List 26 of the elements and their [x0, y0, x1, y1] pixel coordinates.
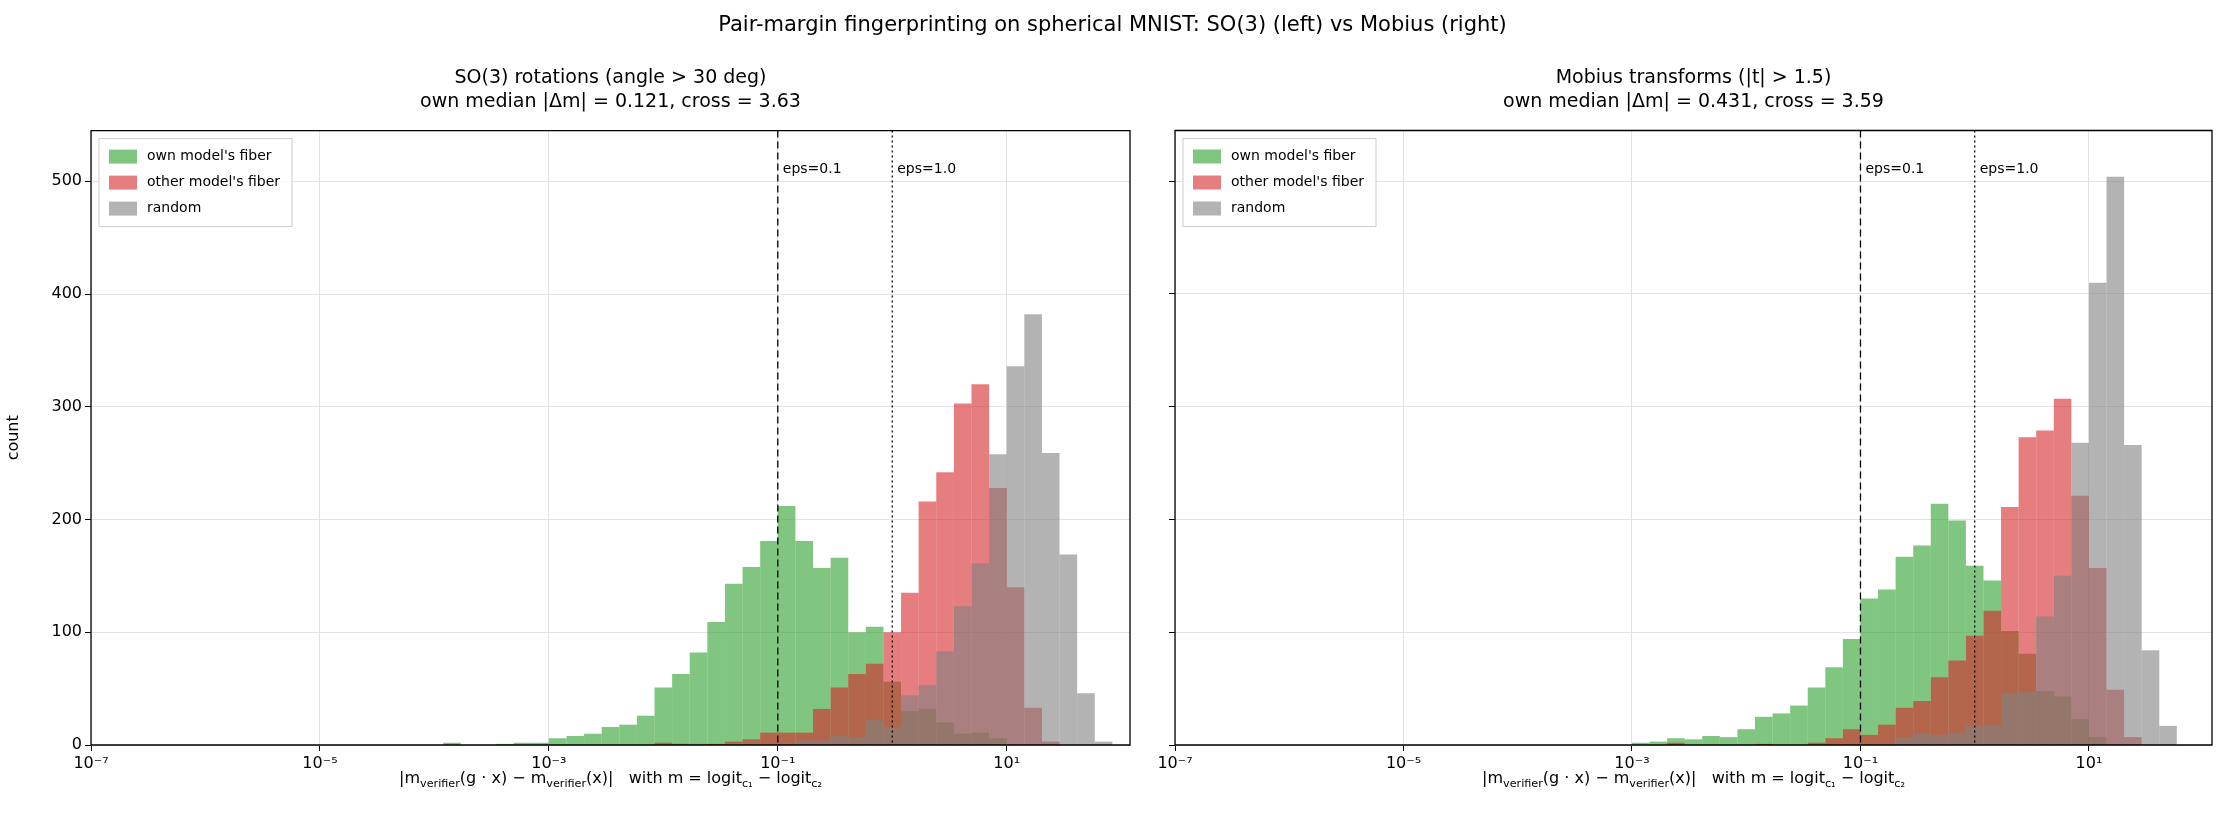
y-tick-label: 400: [51, 283, 82, 303]
x-tick-label: 10⁻⁵: [302, 752, 338, 772]
y-axis-title: count: [2, 415, 22, 461]
legend-label: own model's fiber: [1231, 147, 1356, 164]
legend-label: own model's fiber: [147, 147, 272, 164]
y-tick-label: 100: [51, 621, 82, 641]
legend-label: random: [1231, 199, 1286, 216]
x-tick-label: 10¹: [993, 752, 1021, 772]
y-tick-label: 0: [71, 734, 82, 754]
x-tick-label: 10¹: [2075, 752, 2103, 772]
chart-title: Mobius transforms (|t| > 1.5) own median |Δm| = 0.431, cross = 3.59: [1502, 64, 1885, 112]
legend-label: other model's fiber: [147, 173, 281, 190]
text: Pair-margin fingerprinting on spherical MNIST: SO(3) (left) vs Mobius (right): [717, 12, 1508, 36]
x-tick-label: 10⁻⁵: [1385, 752, 1422, 772]
y-tick-label: 300: [51, 395, 82, 415]
x-tick-label: 10⁻⁷: [1157, 752, 1193, 772]
chart-title: SO(3) rotations (angle > 30 deg) own median |Δm| = 0.121, cross = 3.63: [419, 64, 802, 112]
legend-label: random: [147, 199, 202, 216]
ref-line-label: eps=0.1: [782, 160, 842, 177]
ref-line-label: eps=0.1: [1865, 160, 1925, 177]
y-tick-label: 200: [51, 508, 82, 528]
ref-line-label: eps=1.0: [897, 160, 957, 177]
x-tick-label: 10⁻⁷: [73, 752, 109, 772]
y-tick-label: 500: [51, 170, 82, 190]
ref-line-label: eps=1.0: [1979, 160, 2039, 177]
legend-label: other model's fiber: [1231, 173, 1365, 190]
